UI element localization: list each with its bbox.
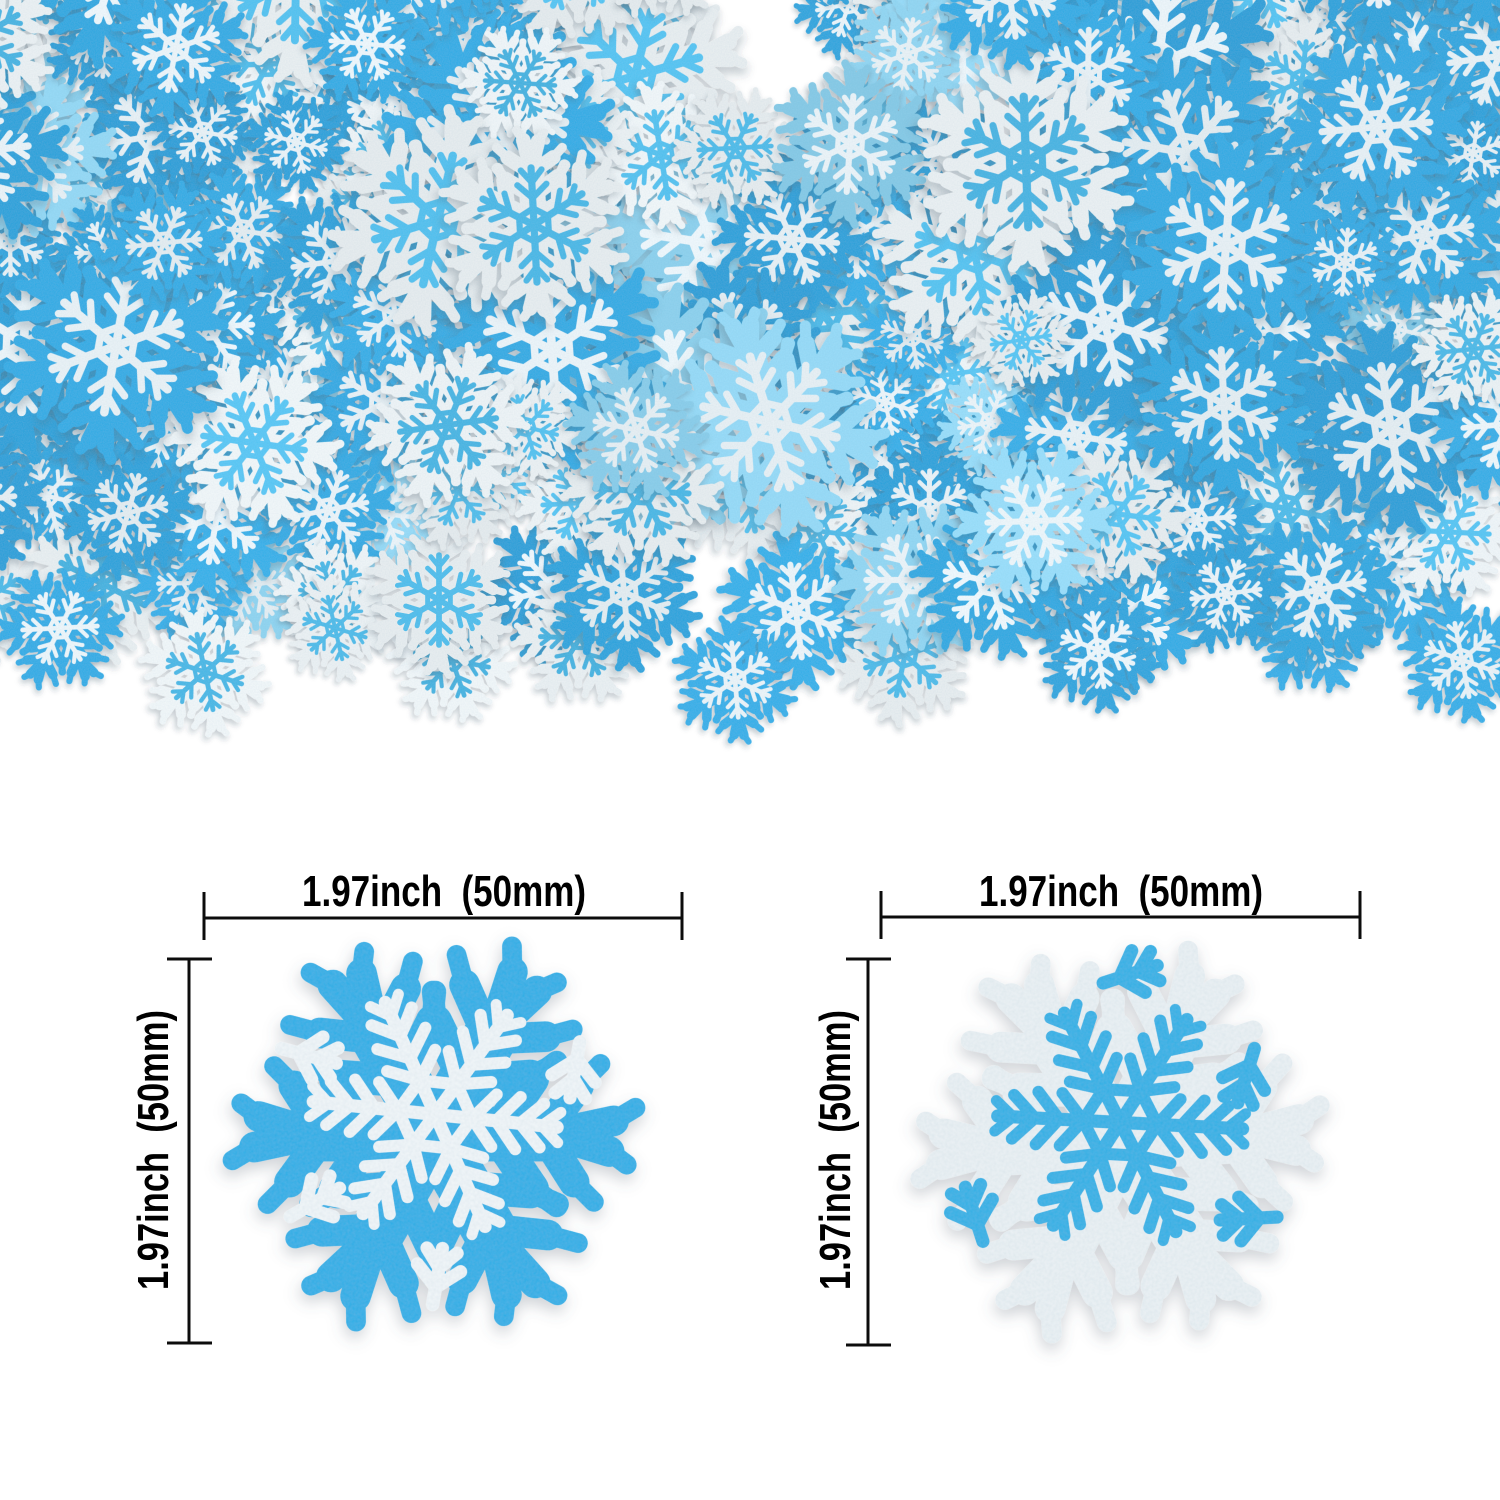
- svg-text:1.97inch (50mm): 1.97inch (50mm): [302, 867, 586, 916]
- svg-text:1.97inch (50mm): 1.97inch (50mm): [811, 1010, 860, 1290]
- svg-text:1.97inch (50mm): 1.97inch (50mm): [129, 1010, 178, 1290]
- svg-text:1.97inch (50mm): 1.97inch (50mm): [979, 867, 1263, 916]
